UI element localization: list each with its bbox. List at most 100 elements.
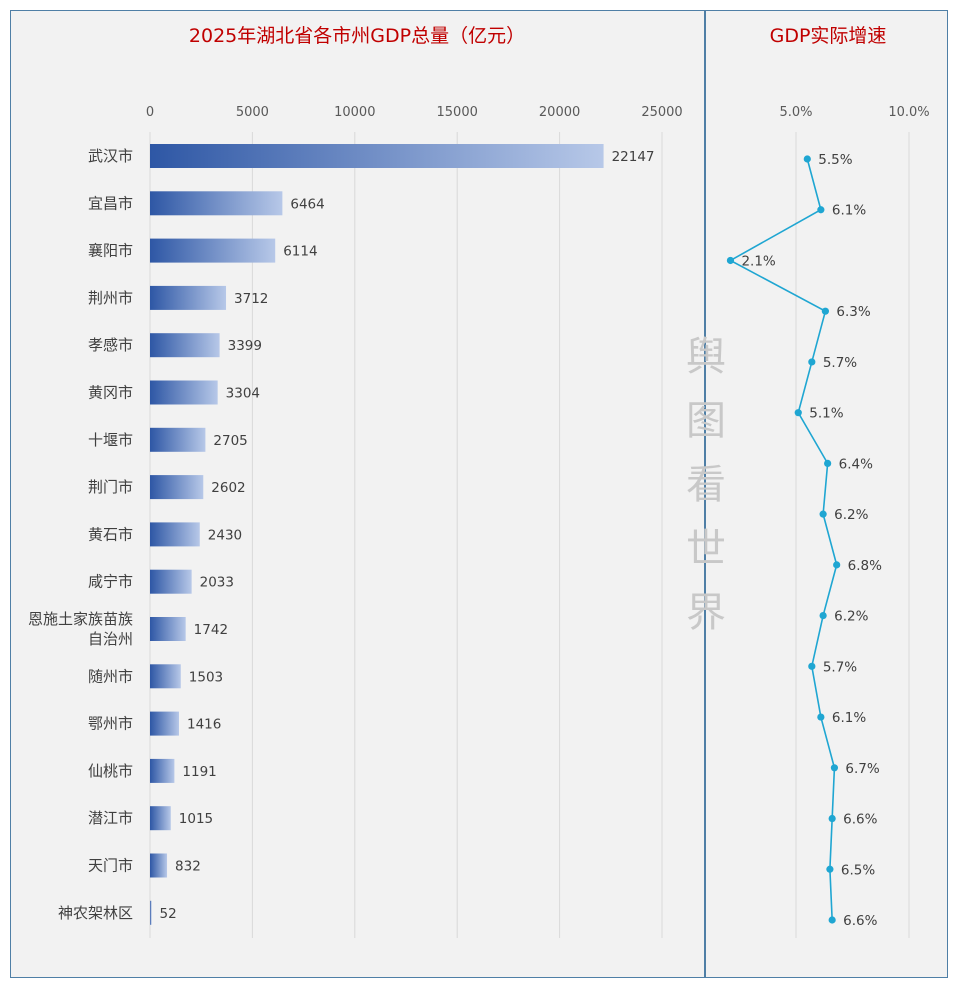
growth-value-label: 2.1% [741, 253, 775, 269]
growth-value-label: 6.1% [832, 710, 866, 726]
x-tick-label: 5.0% [779, 105, 812, 120]
growth-value-label: 6.1% [832, 203, 866, 219]
growth-value-label: 6.2% [834, 609, 868, 625]
growth-point [821, 307, 829, 315]
bar [150, 285, 227, 310]
watermark-char: 界 [686, 590, 726, 636]
bar-value-label: 2705 [213, 433, 247, 449]
growth-point [826, 865, 834, 873]
category-label: 宜昌市 [88, 194, 133, 212]
growth-point [794, 409, 802, 417]
growth-value-label: 5.7% [823, 659, 857, 675]
bar-value-label: 6464 [290, 196, 324, 212]
growth-point [817, 206, 825, 214]
x-tick-label: 5000 [236, 105, 269, 120]
growth-value-label: 6.5% [841, 862, 875, 878]
bar-value-label: 832 [175, 859, 201, 875]
category-label: 孝感市 [88, 336, 133, 354]
bar-value-label: 2033 [200, 575, 234, 591]
bar [150, 522, 200, 547]
bar [150, 853, 168, 878]
bar [150, 806, 171, 831]
category-label: 咸宁市 [88, 573, 133, 591]
bar [150, 711, 179, 736]
x-tick-label: 15000 [437, 105, 478, 120]
category-labels: 武汉市宜昌市襄阳市荆州市孝感市黄冈市十堰市荆门市黄石市咸宁市恩施土家族苗族自治州… [28, 147, 133, 922]
watermark-char: 世 [686, 526, 726, 572]
growth-chart-title: GDP实际增速 [769, 25, 887, 47]
bar-value-label: 6114 [283, 244, 317, 260]
growth-value-label: 5.1% [809, 406, 843, 422]
bar-value-label: 3712 [234, 291, 268, 307]
watermark-char: 看 [686, 462, 726, 508]
x-tick-label: 25000 [641, 105, 682, 120]
category-label: 随州市 [88, 667, 133, 685]
bar [150, 144, 604, 168]
watermark-char: 图 [686, 398, 726, 444]
category-label: 恩施土家族苗族自治州 [28, 610, 133, 648]
bar [150, 191, 283, 216]
growth-point [808, 358, 816, 366]
bar [150, 617, 186, 641]
category-label: 鄂州市 [88, 715, 133, 733]
x-tick-label: 20000 [539, 105, 580, 120]
growth-value-label: 6.3% [836, 304, 870, 320]
bar [150, 380, 218, 405]
watermark-char: 舆 [686, 334, 726, 380]
growth-point [828, 814, 836, 823]
bar-value-label: 22147 [612, 149, 655, 165]
bar [150, 475, 204, 500]
x-tick-label: 10.0% [888, 105, 929, 120]
bar [150, 333, 220, 358]
bar-value-label: 1742 [194, 622, 228, 638]
category-label: 武汉市 [88, 147, 133, 165]
category-label: 荆门市 [88, 478, 133, 496]
category-label: 襄阳市 [88, 242, 133, 260]
bar-value-labels: 22147 6464 6114 3712 3399 3304 2705 2602 2430 203… [160, 149, 655, 922]
growth-point [833, 561, 841, 569]
category-label: 黄石市 [88, 525, 133, 543]
growth-value-label: 6.6% [843, 812, 877, 828]
bar-series [150, 144, 604, 925]
category-label: 黄冈市 [88, 384, 133, 402]
x-tick-label: 10000 [334, 105, 375, 120]
growth-value-label: 6.2% [834, 507, 868, 523]
growth-value-label: 6.7% [845, 761, 879, 777]
x-tick-label: 0 [146, 105, 154, 120]
growth-value-label: 6.8% [848, 558, 882, 574]
growth-value-label: 6.6% [843, 913, 877, 929]
growth-point [830, 764, 839, 772]
growth-line [728, 158, 838, 921]
growth-point [819, 612, 827, 620]
growth-point [808, 662, 816, 670]
axis-tick-labels: 0 5000 10000 15000 20000 25000 5.0% 10.0% [146, 105, 930, 120]
bar-value-label: 3304 [226, 386, 260, 402]
category-label: 荆州市 [88, 289, 133, 307]
category-label: 潜江市 [88, 809, 133, 827]
bar [150, 569, 192, 594]
category-label: 天门市 [88, 857, 133, 875]
growth-line-series: 5.5% 6.1% 2.1% 6.3% 5.7% 5.1% 6.4% 6.2% 6.8% 6.2%… [726, 152, 882, 929]
bar-value-label: 2430 [208, 527, 242, 543]
growth-point [828, 916, 836, 924]
bar [150, 427, 206, 452]
growth-value-label: 5.7% [823, 355, 857, 371]
growth-point [726, 256, 735, 265]
category-label: 十堰市 [88, 431, 133, 449]
panel-divider [704, 10, 706, 978]
bar [150, 238, 276, 263]
growth-point [819, 510, 827, 518]
bar [150, 664, 181, 689]
category-label: 仙桃市 [88, 762, 133, 780]
growth-point [803, 155, 811, 163]
gdp-chart-title: 2025年湖北省各市州GDP总量（亿元） [188, 25, 526, 47]
bar [150, 758, 175, 783]
bar-value-label: 3399 [228, 338, 262, 354]
bar-value-label: 1015 [179, 811, 213, 827]
growth-value-label: 6.4% [839, 456, 873, 472]
bar-value-label: 1191 [182, 764, 216, 780]
growth-point [824, 459, 832, 467]
bar-value-label: 1503 [189, 669, 223, 685]
